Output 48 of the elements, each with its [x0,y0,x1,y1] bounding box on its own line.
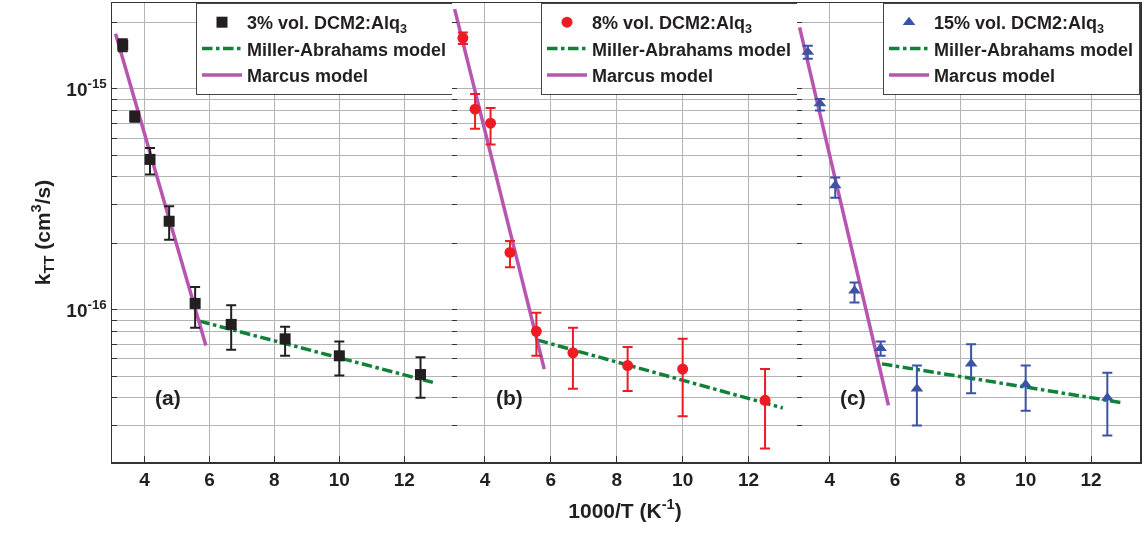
point [504,246,516,258]
point [759,394,771,406]
point [333,350,345,362]
point [144,153,156,165]
legend-label: Marcus model [934,66,1056,87]
legend-label: 8% vol. DCM2:Alq$_{3}$ [592,13,753,36]
x-tick-label: 12 [1080,469,1102,491]
point [415,369,427,381]
x-tick-label: 6 [545,469,557,491]
point [1019,378,1033,388]
x-tick-label: 8 [955,469,966,491]
y-tick-label: 10$^{-16}$ [66,296,107,321]
x-tick-label: 6 [889,469,901,491]
x-tick-label: 12 [393,469,415,491]
x-tick-label: 8 [269,469,280,491]
x-tick-label: 8 [611,469,623,491]
x-tick-label: 4 [824,469,836,491]
legend-label: Marcus model [592,66,714,87]
point [677,363,689,375]
annotation: (a) [155,386,181,409]
legend-label: 3% vol. DCM2:Alq$_{3}$ [247,13,408,36]
x-tick-label: 10 [1015,469,1037,491]
point [225,318,237,330]
point [279,333,291,345]
x-tick-label: 10 [328,469,350,491]
point [530,325,542,337]
point [469,103,481,115]
point [622,360,634,372]
x-tick-label: 4 [479,469,491,491]
point [163,215,175,227]
legend-label: Miller-Abrahams model [247,39,447,60]
x-tick-label: 4 [139,469,151,491]
x-tick-label: 10 [672,469,694,491]
point [189,297,201,309]
point [567,347,579,359]
y-tick-label: 10$^{-15}$ [66,75,108,100]
annotation: (b) [496,386,523,409]
point [485,117,497,129]
point [828,179,842,189]
x-tick-label: 12 [738,469,760,491]
legend-label: 15% vol. DCM2:Alq$_{3}$ [934,13,1105,36]
legend-label: Marcus model [247,66,369,87]
x-tick-label: 6 [204,469,215,491]
annotation: (c) [840,386,866,409]
x-axis-title: 1000/T (K$^{-1}$) [568,496,682,523]
legend-label: Miller-Abrahams model [934,39,1134,60]
point [874,342,887,352]
legend-label: Miller-Abrahams model [592,39,792,60]
